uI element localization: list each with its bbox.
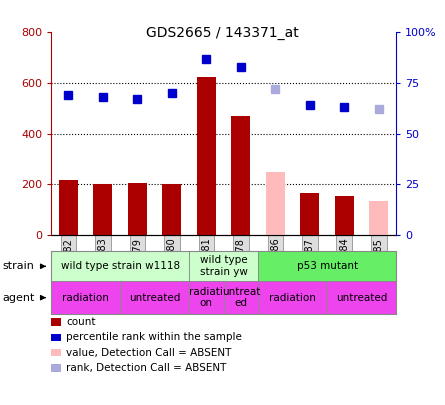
Bar [369, 201, 388, 235]
Text: value, Detection Call = ABSENT: value, Detection Call = ABSENT [66, 348, 232, 358]
Text: radiation: radiation [62, 293, 109, 303]
Bar [258, 251, 396, 281]
Bar [189, 281, 224, 314]
Bar [335, 196, 354, 235]
Text: untreated: untreated [336, 293, 387, 303]
Bar [327, 281, 396, 314]
Bar [51, 318, 61, 326]
Text: count: count [66, 317, 96, 327]
Text: GDS2665 / 143371_at: GDS2665 / 143371_at [146, 26, 299, 40]
Bar [258, 281, 327, 314]
Bar [51, 349, 61, 356]
Bar [93, 184, 113, 235]
Bar [51, 251, 396, 314]
Bar [266, 172, 285, 235]
Bar [51, 364, 61, 372]
Bar [128, 183, 147, 235]
Bar [300, 193, 320, 235]
Bar [189, 251, 258, 281]
Bar [224, 281, 258, 314]
Text: rank, Detection Call = ABSENT: rank, Detection Call = ABSENT [66, 363, 227, 373]
Bar [59, 181, 78, 235]
Text: agent: agent [2, 293, 35, 303]
Bar [51, 281, 120, 314]
Bar [120, 281, 189, 314]
Text: radiati
on: radiati on [190, 287, 223, 309]
Bar [51, 334, 61, 341]
Text: percentile rank within the sample: percentile rank within the sample [66, 333, 242, 342]
Bar [197, 77, 216, 235]
Text: radiation: radiation [269, 293, 316, 303]
Bar [51, 251, 189, 281]
Text: wild type strain w1118: wild type strain w1118 [61, 261, 180, 271]
Text: p53 mutant: p53 mutant [296, 261, 358, 271]
Text: wild type
strain yw: wild type strain yw [200, 256, 247, 277]
Bar [162, 184, 182, 235]
Text: strain: strain [2, 261, 34, 271]
Text: untreat
ed: untreat ed [222, 287, 260, 309]
Text: untreated: untreated [129, 293, 180, 303]
Bar [231, 116, 251, 235]
